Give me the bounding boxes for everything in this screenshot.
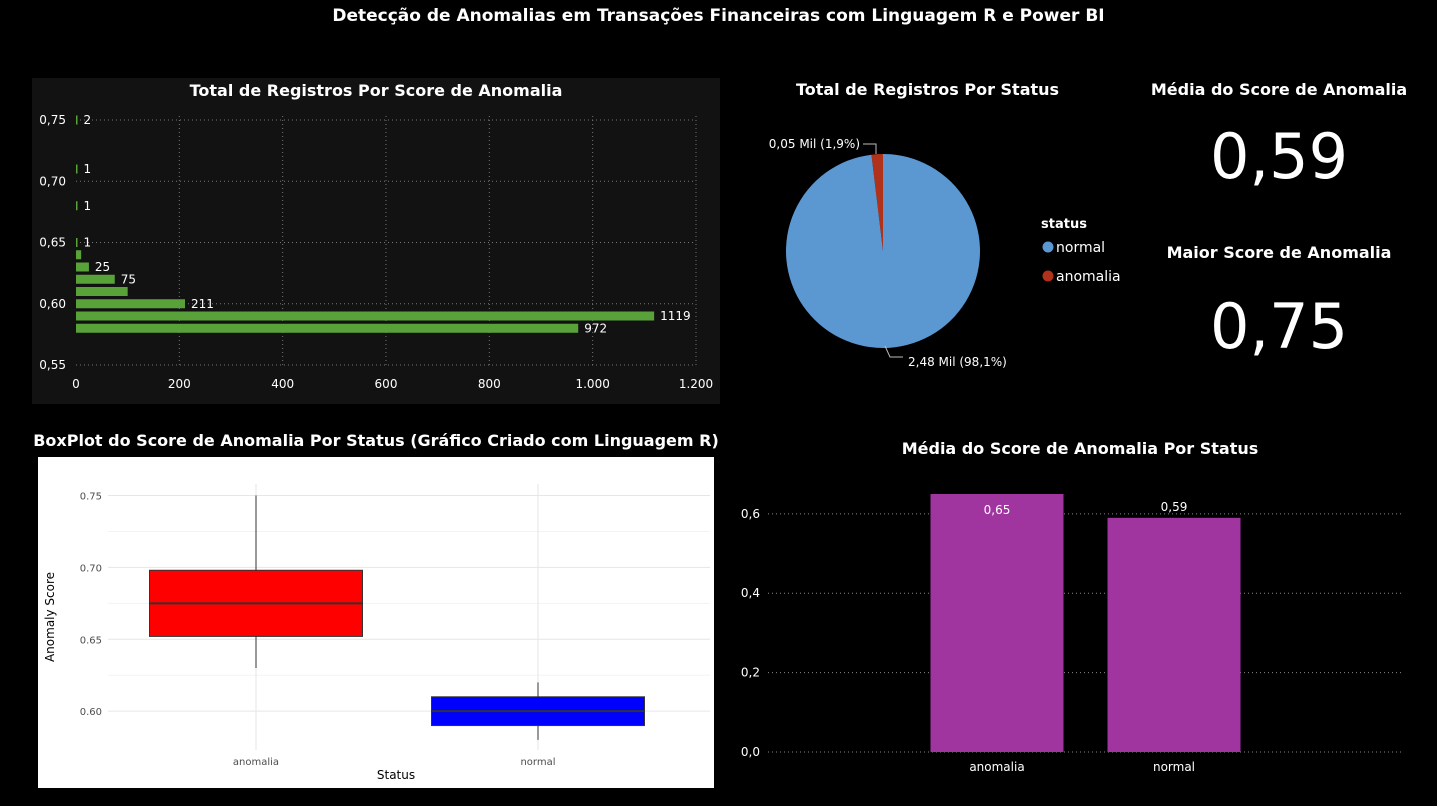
x-tick-label: 800 — [478, 377, 501, 391]
boxplot-title: BoxPlot do Score de Anomalia Por Status … — [33, 431, 719, 450]
vbar-x-tick-label: anomalia — [969, 760, 1024, 774]
score-histogram-title: Total de Registros Por Score de Anomalia — [189, 81, 563, 100]
pie-slice-anomalia — [871, 154, 883, 251]
pie-slice-normal — [786, 154, 980, 348]
kpi-maior-value: 0,75 — [1209, 290, 1349, 363]
x-tick-label: 200 — [168, 377, 191, 391]
vbar-y-tick-label: 0,4 — [741, 586, 760, 600]
pie-legend-title: status — [1041, 217, 1087, 232]
box-x-tick-label: normal — [520, 757, 555, 768]
pie-label-anomalia: 0,05 Mil (1,9%) — [769, 137, 860, 151]
hbar — [76, 115, 78, 125]
vbar-y-tick-label: 0,0 — [741, 745, 760, 759]
vbar-y-tick-label: 0,2 — [741, 666, 760, 680]
box-y-tick-label: 0.75 — [80, 492, 102, 503]
x-tick-label: 0 — [72, 377, 80, 391]
hbar-data-label: 1119 — [660, 309, 691, 323]
kpi-media-value: 0,59 — [1209, 120, 1349, 193]
vbar-y-tick-label: 0,6 — [741, 507, 760, 521]
x-tick-label: 1.200 — [679, 377, 713, 391]
pie-legend-marker-normal — [1042, 241, 1054, 253]
mean-by-status-chart[interactable]: 0,0 0,2 0,4 0,6 0,65 anomalia 0,59 normal — [730, 470, 1437, 806]
kpi-maior-title: Maior Score de Anomalia — [1166, 243, 1392, 262]
hbar-data-label: 1 — [84, 162, 92, 176]
hbar — [76, 164, 78, 174]
boxplot-panel[interactable]: 0.60 0.65 0.70 0.75 anomalia normal Status Anom… — [38, 457, 714, 788]
hbar — [76, 238, 78, 247]
pie-leader-normal — [884, 345, 903, 358]
y-tick-label: 0,65 — [39, 236, 66, 250]
hbar — [76, 299, 186, 309]
pie-legend-marker-anomalia — [1042, 270, 1054, 282]
vbar-x-tick-label: normal — [1153, 760, 1195, 774]
pie-legend-label-anomalia: anomalia — [1056, 269, 1121, 285]
hbar — [76, 311, 655, 321]
hbar-data-label: 2 — [84, 113, 92, 127]
hbar-data-label: 75 — [121, 272, 136, 286]
x-tick-label: 1.000 — [575, 377, 609, 391]
vbar-normal — [1107, 517, 1241, 752]
hbar-data-label: 972 — [584, 321, 607, 335]
status-pie-title: Total de Registros Por Status — [795, 80, 1060, 99]
vbar-anomalia — [930, 494, 1064, 752]
hbar-data-label: 1 — [84, 236, 92, 250]
pie-label-normal: 2,48 Mil (98,1%) — [908, 355, 1007, 369]
box-y-axis-label: Anomaly Score — [43, 572, 57, 662]
hbar — [76, 262, 89, 272]
score-histogram-panel[interactable]: Total de Registros Por Score de Anomalia… — [32, 78, 720, 404]
hbar — [76, 201, 78, 211]
pie-leader-anomalia — [863, 143, 877, 154]
score-histogram-chart: 0 200 400 600 800 1.000 1.200 0,55 0,60 0,65 0,70 0… — [39, 113, 713, 391]
box-x-tick-label: anomalia — [233, 757, 279, 768]
pie-legend-label-normal: normal — [1056, 240, 1105, 256]
box-y-tick-label: 0.60 — [80, 707, 102, 718]
kpi-media-title: Média do Score de Anomalia — [1150, 80, 1408, 99]
hbar — [76, 323, 579, 333]
box-y-tick-label: 0.70 — [80, 563, 102, 574]
hbar — [76, 274, 115, 284]
box-x-axis-label: Status — [377, 768, 415, 782]
mean-by-status-title: Média do Score de Anomalia Por Status — [901, 439, 1259, 458]
status-pie-chart[interactable]: 0,05 Mil (1,9%) 2,48 Mil (98,1%) status nor… — [740, 110, 1140, 380]
hbar-data-label: 211 — [191, 297, 214, 311]
x-tick-label: 600 — [375, 377, 398, 391]
page-title: Detecção de Anomalias em Transações Fina… — [332, 6, 1105, 26]
vbar-data-label: 0,65 — [984, 503, 1011, 517]
box-y-tick-label: 0.65 — [80, 635, 102, 646]
hbar — [76, 287, 128, 296]
x-tick-label: 400 — [271, 377, 294, 391]
hbar — [76, 250, 82, 260]
boxplot-chart: 0.60 0.65 0.70 0.75 anomalia normal Status Anom… — [43, 484, 710, 782]
y-tick-label: 0,70 — [39, 174, 66, 188]
hbar-data-label: 1 — [84, 199, 92, 213]
vbar-data-label: 0,59 — [1161, 500, 1188, 514]
y-tick-label: 0,75 — [39, 113, 66, 127]
hbar-data-label: 25 — [95, 260, 110, 274]
y-tick-label: 0,55 — [39, 358, 66, 372]
y-tick-label: 0,60 — [39, 297, 66, 311]
